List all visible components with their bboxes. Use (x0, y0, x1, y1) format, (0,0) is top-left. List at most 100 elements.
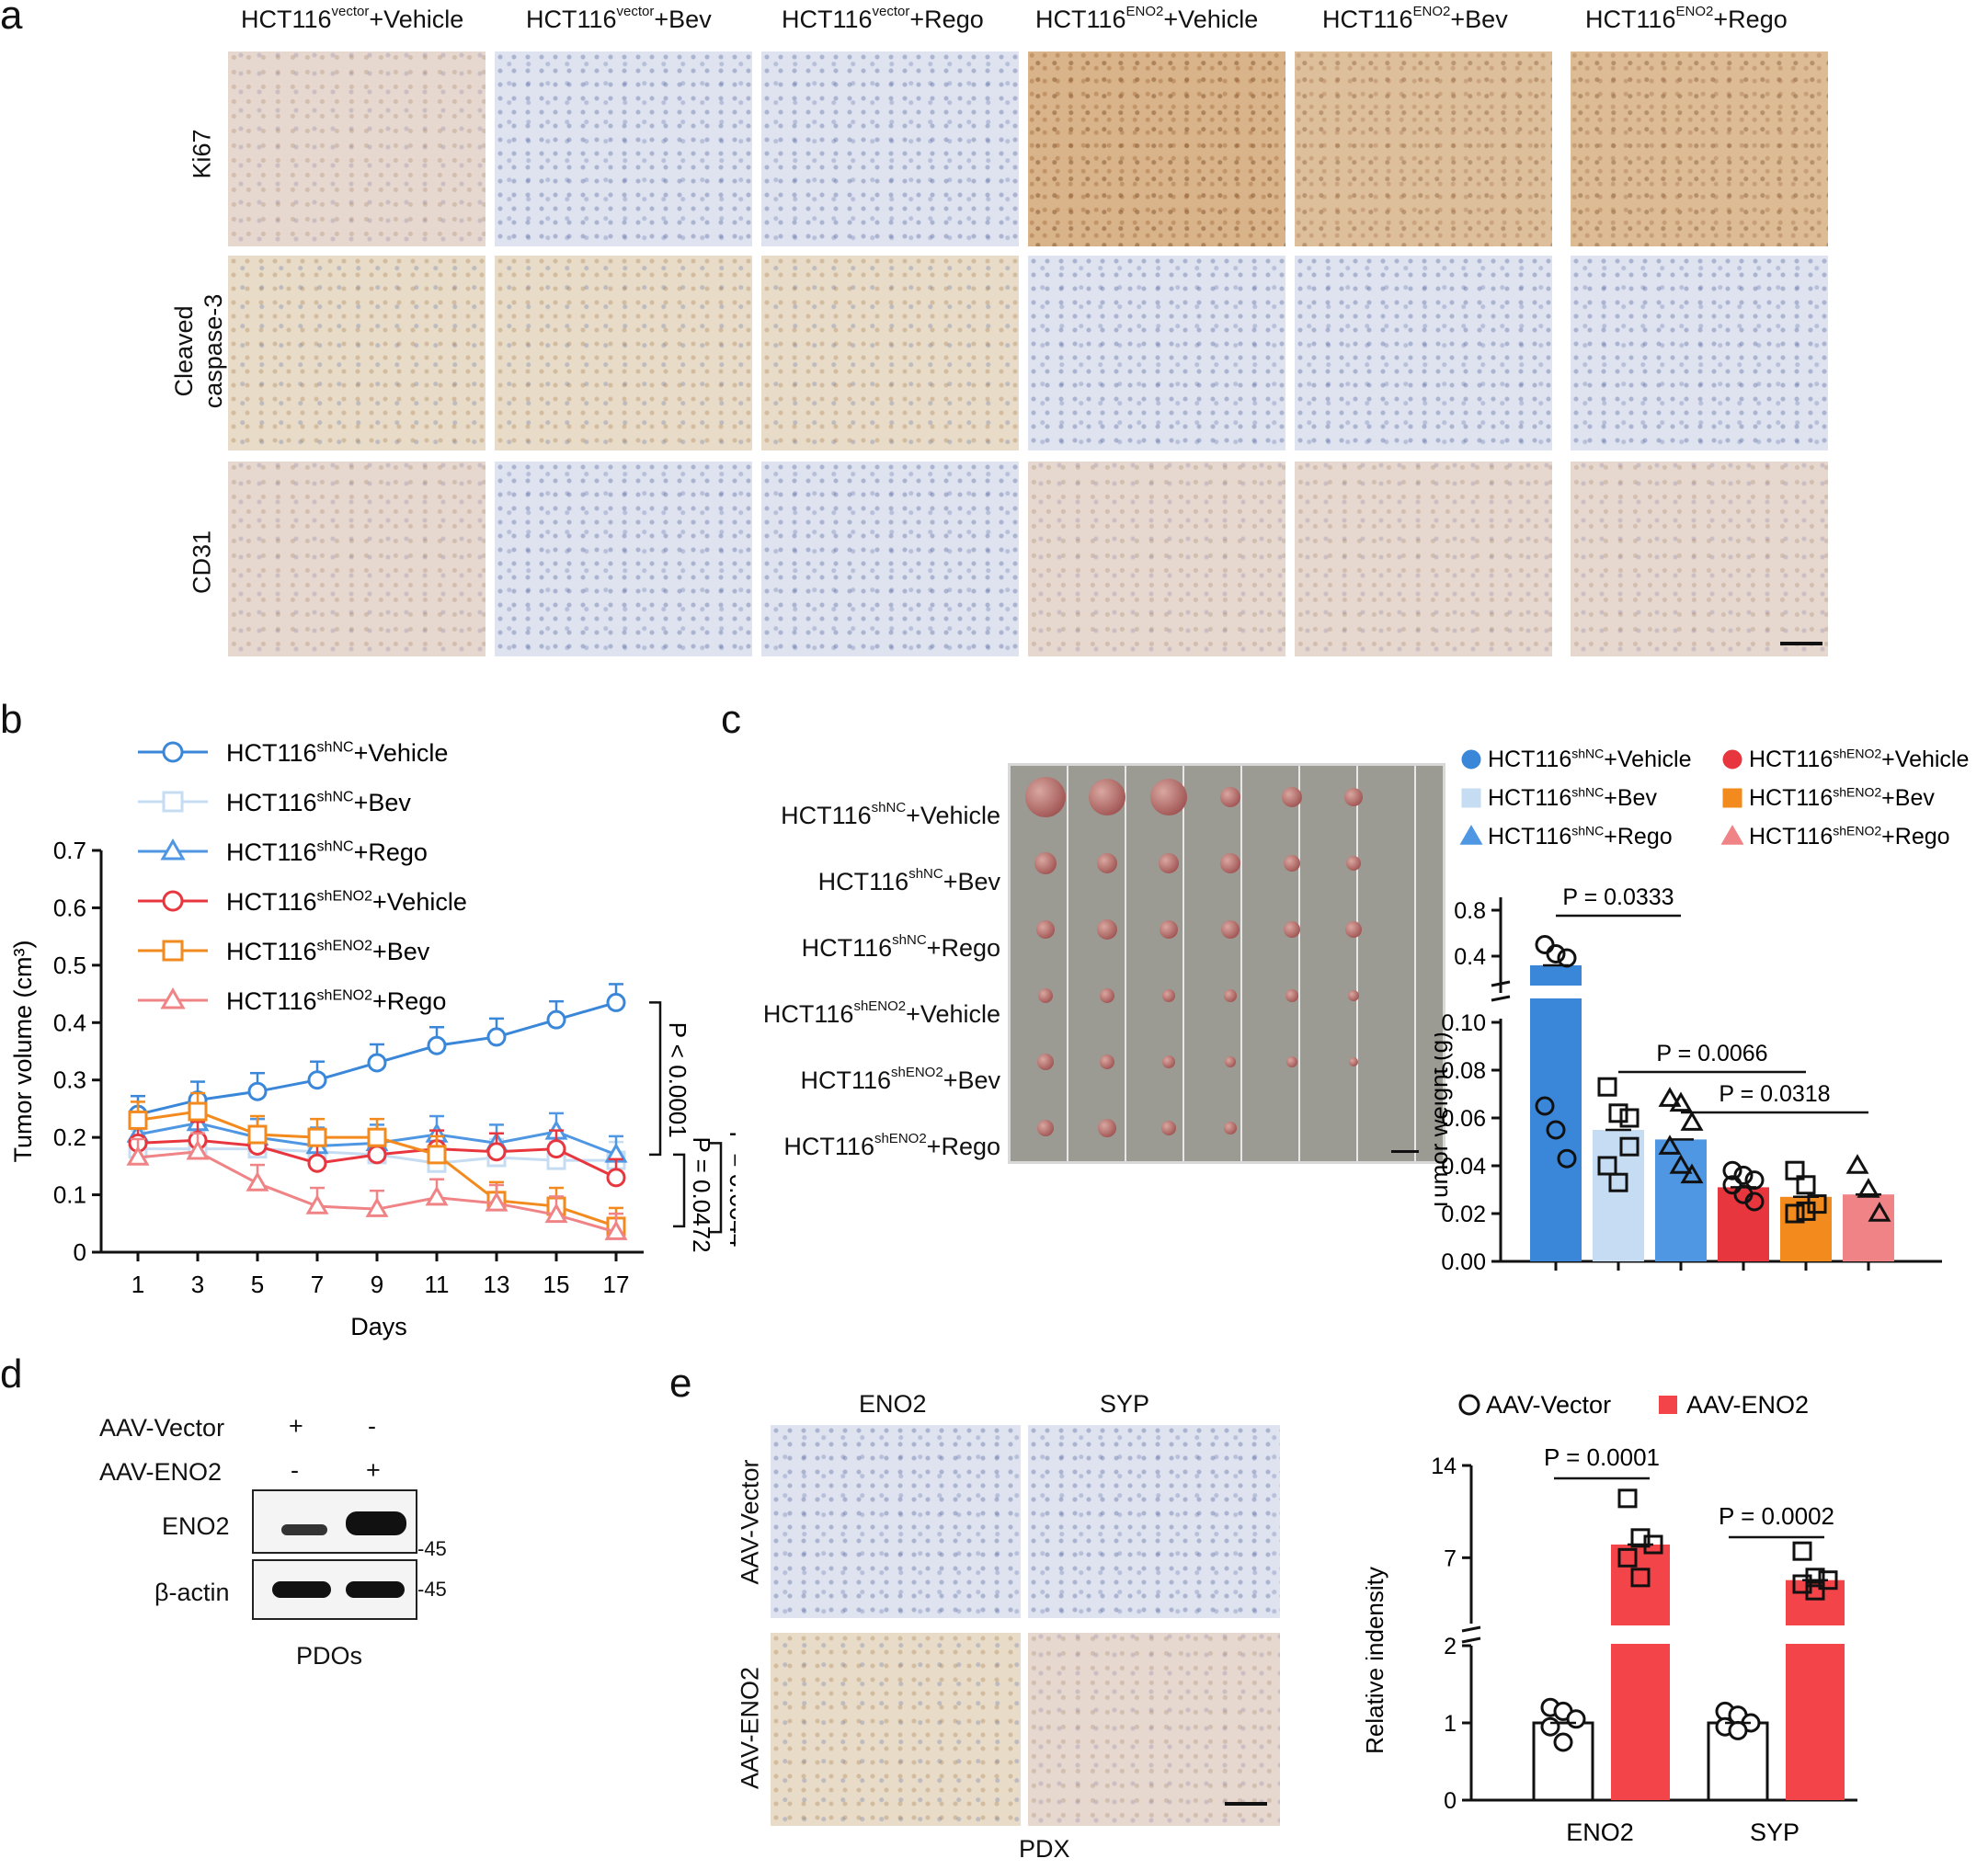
data-point (1557, 1148, 1577, 1169)
legend-marker (1722, 749, 1742, 770)
data-point (1857, 1178, 1880, 1198)
ihc-image (495, 462, 752, 656)
y-tick-label: 0.5 (53, 952, 86, 979)
tumor (1225, 1056, 1236, 1067)
axis-break (1461, 1636, 1481, 1644)
col-header: HCT116vector+Rego (782, 4, 984, 33)
y-tick-label: 0.10 (1441, 1010, 1486, 1036)
data-point (1728, 1720, 1748, 1740)
y-tick-label: 0.2 (53, 1123, 86, 1151)
p-value-label: P = 0.0066 (1656, 1041, 1767, 1066)
axis-break (1461, 1625, 1481, 1633)
ihc-image (1028, 256, 1285, 450)
tumor-volume-line-chart: 00.10.20.30.40.50.60.71 3 5 7 9 11 13 15 17DaysT… (9, 739, 736, 1340)
data-point (1785, 1160, 1805, 1180)
ihc-image (761, 462, 1019, 656)
panel-caption: PDX (1019, 1835, 1070, 1863)
significance-bracket (673, 1153, 686, 1228)
legend-marker (162, 940, 184, 962)
tumor (1346, 856, 1361, 871)
data-point (1566, 1709, 1586, 1729)
axis-break (1491, 980, 1511, 987)
tumor-row-label: HCT116shNC+Rego (801, 932, 1000, 962)
data-point (427, 1145, 447, 1165)
tumor (1034, 852, 1057, 874)
data-point (606, 1168, 626, 1188)
y-tick-label: 0.06 (1441, 1106, 1486, 1132)
axis-break-gap (1528, 986, 1583, 998)
data-point (1546, 944, 1566, 964)
legend-marker (162, 791, 184, 813)
legend-label: HCT116shENO2+Bev (1749, 785, 1935, 812)
legend-marker (160, 987, 186, 1009)
ihc-image (228, 51, 486, 246)
data-point (307, 1153, 327, 1173)
x-tick-label: 9 (371, 1271, 383, 1298)
y-tick-label: 0 (1444, 1788, 1457, 1814)
y-tick-label: 0.3 (53, 1066, 86, 1094)
data-point (546, 1009, 566, 1030)
ihc-image (1571, 51, 1828, 246)
data-point (365, 1197, 389, 1217)
data-point (1658, 1135, 1682, 1155)
x-tick-label: ENO2 (1566, 1819, 1634, 1846)
data-point (1608, 1103, 1628, 1123)
data-point (1669, 1154, 1693, 1174)
col-header: HCT116vector+Vehicle (241, 4, 464, 33)
bar (1655, 1139, 1707, 1261)
y-tick-label: 0.6 (53, 894, 86, 921)
axis-break (1491, 995, 1511, 1002)
tumor (1097, 853, 1117, 873)
data-point (427, 1035, 447, 1055)
molecular-weight-marker: -45 (417, 1578, 447, 1601)
p-value-label: P = 0.0472 (688, 1137, 715, 1253)
data-point (1630, 1528, 1651, 1548)
ihc-image (228, 462, 486, 656)
data-point (1535, 1096, 1555, 1116)
blot-band-label: ENO2 (162, 1512, 230, 1540)
x-tick-label: 17 (603, 1271, 630, 1298)
y-tick-label: 0.8 (1454, 898, 1486, 924)
legend-label: AAV-Vector (1486, 1391, 1611, 1419)
legend-label: HCT116shNC+Bev (226, 789, 411, 816)
row-label-cleaved-caspase: Cleaved caspase-3 (170, 293, 227, 409)
molecular-weight-marker: -45 (417, 1537, 447, 1560)
data-point (1722, 1175, 1742, 1195)
legend-label: HCT116shNC+Bev (1488, 785, 1657, 812)
tumor (1098, 1119, 1116, 1137)
scale-bar (1391, 1150, 1419, 1153)
data-point (1540, 1716, 1560, 1737)
data-point (1630, 1568, 1651, 1588)
bar (1593, 1130, 1644, 1261)
legend-marker (1458, 1394, 1480, 1416)
tumor (1345, 921, 1362, 938)
legend-marker (162, 741, 184, 763)
data-point (1617, 1488, 1638, 1509)
y-tick-label: 0.04 (1441, 1154, 1486, 1180)
legend-marker (162, 890, 184, 912)
tumor-row-label: HCT116shENO2+Rego (783, 1131, 1000, 1160)
legend-label: AAV-ENO2 (1686, 1391, 1809, 1419)
data-point (485, 1192, 508, 1212)
blot-sign: + (366, 1456, 381, 1484)
legend-label: HCT116shENO2+Vehicle (226, 888, 467, 916)
ihc-image (771, 1633, 1021, 1826)
data-point (1597, 1156, 1617, 1176)
x-tick-label: SYP (1750, 1819, 1799, 1846)
data-point (486, 1027, 507, 1047)
col-header: HCT116ENO2+Bev (1322, 4, 1508, 33)
tumor (1037, 1054, 1054, 1070)
p-value-label: P = 0.0044 (725, 1131, 736, 1247)
tumor (1286, 1056, 1297, 1067)
legend-label: HCT116shNC+Vehicle (226, 739, 448, 767)
y-tick-label: 0.1 (53, 1181, 86, 1209)
data-point (1722, 1160, 1742, 1180)
data-point (1805, 1568, 1825, 1588)
data-point (1617, 1547, 1638, 1568)
tumor-weight-bar-chart: 0.00 0.02 0.04 0.06 0.08 0.10 0.4 0.8 Tumor weig… (1434, 747, 1969, 1276)
tumor (1037, 1120, 1054, 1136)
y-tick-label: 0.4 (1454, 944, 1486, 970)
data-point (307, 1070, 327, 1090)
tumor (1349, 1057, 1358, 1066)
data-point (1796, 1175, 1816, 1195)
